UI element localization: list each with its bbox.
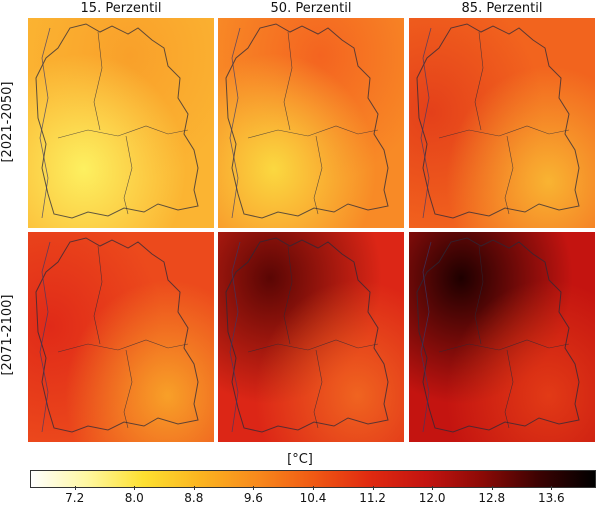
rhine-border: [420, 241, 432, 433]
rhine-border: [420, 27, 432, 219]
district-border: [313, 135, 323, 215]
colorbar-tick-mark: [432, 486, 434, 490]
temperature-field-cool-area: [409, 232, 595, 442]
district-border: [93, 245, 103, 345]
rhine-border: [39, 241, 51, 433]
district-border: [123, 135, 133, 215]
column-title-p85: 85. Perzentil: [461, 1, 543, 16]
district-border: [474, 245, 484, 345]
district-border: [504, 135, 514, 215]
temperature-field-cool-area: [218, 18, 404, 228]
colorbar-tick-label: 10.4: [299, 491, 327, 505]
row-label-2021-2050: [2021-2050]: [0, 81, 15, 163]
temperature-field-cool-area: [28, 18, 214, 228]
colorbar-tick-label: 8.8: [184, 491, 204, 505]
state-border: [225, 23, 389, 219]
map-panel-r0-c0: [28, 18, 214, 228]
district-border: [474, 31, 484, 131]
colorbar-title: [°C]: [287, 452, 313, 467]
map-panel-r0-c2: [409, 18, 595, 228]
colorbar-tick-label: 8.0: [124, 491, 144, 505]
temperature-field-cool-area: [28, 232, 214, 442]
map-panel-r1-c2: [409, 232, 595, 442]
colorbar-tick-label: 9.6: [243, 491, 263, 505]
district-border: [57, 339, 189, 353]
colorbar-tick-mark: [372, 486, 374, 490]
district-border: [313, 349, 323, 429]
district-border: [123, 349, 133, 429]
state-border: [225, 237, 389, 433]
rhine-border: [39, 27, 51, 219]
map-panel-r0-c1: [218, 18, 404, 228]
temperature-field-cool-area: [409, 18, 595, 228]
district-border: [438, 125, 570, 139]
colorbar-tick-mark: [193, 486, 195, 490]
column-title-p15: 15. Perzentil: [80, 1, 162, 16]
colorbar-tick-label: 12.0: [418, 491, 446, 505]
column-title-p50: 50. Perzentil: [270, 1, 352, 16]
district-border: [57, 125, 189, 139]
colorbar-tick-label: 13.6: [537, 491, 565, 505]
state-border: [35, 237, 199, 433]
colorbar-tick-label: 12.8: [478, 491, 506, 505]
district-border: [247, 125, 379, 139]
district-border: [283, 245, 293, 345]
temperature-field-cool-area: [218, 232, 404, 442]
rhine-border: [229, 241, 241, 433]
colorbar-tick-mark: [253, 486, 255, 490]
state-border: [35, 23, 199, 219]
colorbar-tick-mark: [491, 486, 493, 490]
row-label-2071-2100: [2071-2100]: [0, 294, 15, 376]
colorbar-tick-label: 7.2: [65, 491, 85, 505]
map-panel-r1-c1: [218, 232, 404, 442]
district-border: [247, 339, 379, 353]
state-border: [416, 237, 580, 433]
district-border: [283, 31, 293, 131]
colorbar-tick-mark: [313, 486, 314, 490]
district-border: [93, 31, 103, 131]
colorbar-tick-label: 11.2: [359, 491, 386, 505]
rhine-border: [229, 27, 241, 219]
colorbar-tick-mark: [134, 486, 136, 490]
state-border: [416, 23, 580, 219]
colorbar-tick-mark: [551, 486, 553, 490]
colorbar-tick-mark: [74, 486, 76, 490]
map-panel-r1-c0: [28, 232, 214, 442]
district-border: [504, 349, 514, 429]
district-border: [438, 339, 570, 353]
